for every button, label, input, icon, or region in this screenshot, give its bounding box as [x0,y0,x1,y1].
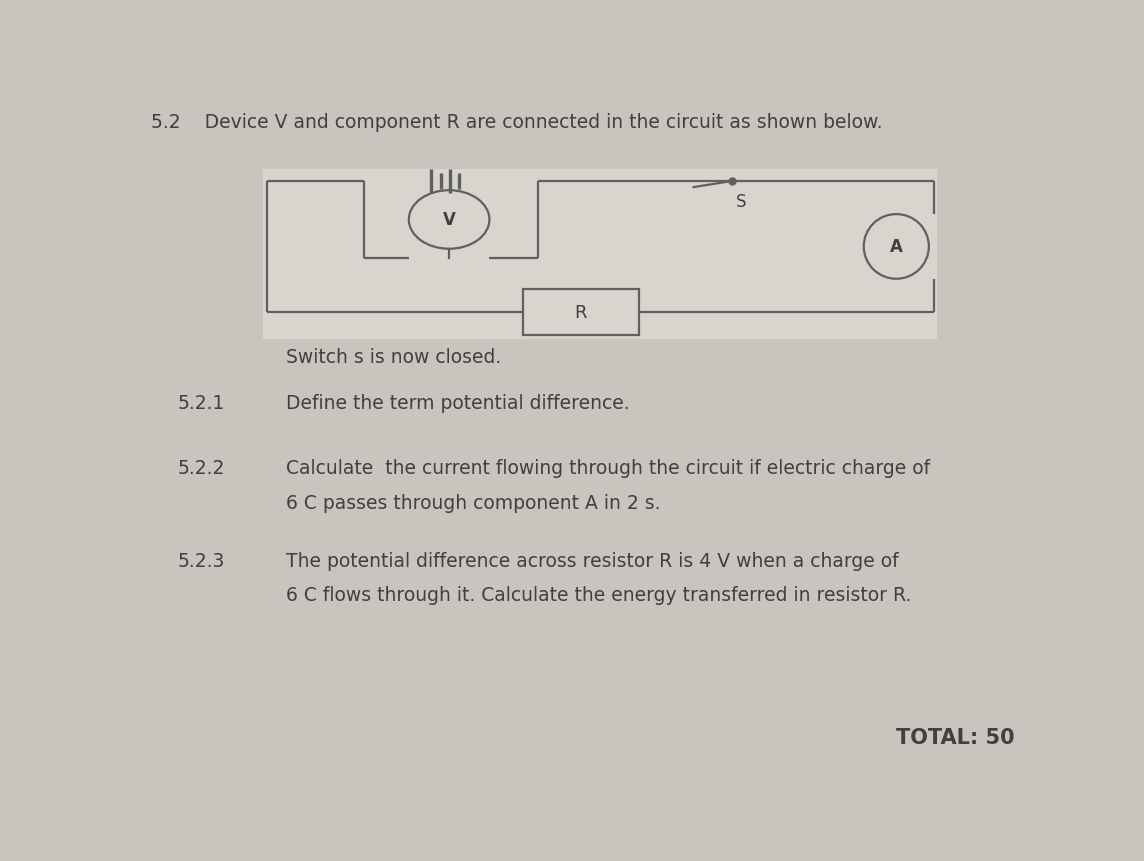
Text: 5.2.3: 5.2.3 [177,551,225,570]
Text: 5.2.2: 5.2.2 [177,459,225,478]
Text: A: A [890,238,903,256]
Text: R: R [574,304,587,321]
Text: Switch s is now closed.: Switch s is now closed. [286,347,501,366]
Text: S: S [736,193,746,211]
Ellipse shape [408,191,490,250]
Text: 6 C flows through it. Calculate the energy transferred in resistor R.: 6 C flows through it. Calculate the ener… [286,585,912,604]
Circle shape [864,215,929,280]
Text: The potential difference across resistor R is 4 V when a charge of: The potential difference across resistor… [286,551,899,570]
Text: 5.2    Device V and component R are connected in the circuit as shown below.: 5.2 Device V and component R are connect… [151,113,882,132]
Text: 6 C passes through component A in 2 s.: 6 C passes through component A in 2 s. [286,493,661,512]
Text: Calculate  the current flowing through the circuit if electric charge of: Calculate the current flowing through th… [286,459,930,478]
Text: 5.2.1: 5.2.1 [177,393,225,412]
FancyBboxPatch shape [263,170,937,339]
Text: Define the term potential difference.: Define the term potential difference. [286,393,630,412]
Bar [523,289,639,336]
Text: V: V [443,211,455,229]
Text: TOTAL: 50: TOTAL: 50 [896,727,1015,747]
